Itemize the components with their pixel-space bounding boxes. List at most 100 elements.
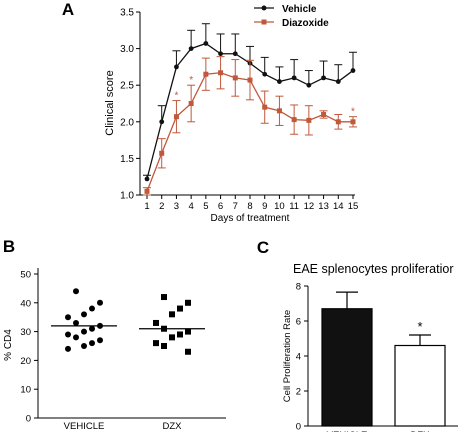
vehicle-point	[97, 337, 103, 344]
diazoxide-point	[218, 70, 224, 76]
panel-c-y-axis-label: Cell Proliferation Rate	[282, 310, 293, 402]
legend-diazoxide-label: Diazoxide	[282, 18, 329, 29]
vehicle-point	[81, 328, 87, 335]
vehicle-point	[262, 71, 268, 77]
panel-b-category-label: DZX	[163, 421, 183, 432]
dzx-point	[185, 348, 191, 355]
panel-c-category-label: VEHICLE	[327, 430, 368, 432]
vehicle-point	[73, 319, 79, 326]
panel-b-y-tick-label: 20	[20, 356, 31, 367]
diazoxide-point	[173, 114, 179, 120]
panel-b-y-tick-label: 40	[20, 298, 31, 309]
dzx-point	[177, 331, 183, 338]
panel-a-x-tick-label: 15	[348, 201, 359, 212]
group-dzx	[139, 294, 205, 355]
significance-mark: *	[351, 107, 355, 118]
dzx-point	[177, 305, 183, 312]
panel-b-y-tick-label: 0	[26, 414, 31, 425]
vehicle-point	[291, 75, 297, 81]
dzx-point	[153, 340, 159, 347]
vehicle-point	[89, 305, 95, 312]
significance-mark: *	[174, 91, 178, 102]
dzx-point	[169, 334, 175, 341]
vehicle-point	[232, 51, 238, 57]
dzx-point	[161, 343, 167, 349]
vehicle-point	[335, 79, 341, 84]
panel-a-y-tick-label: 1.5	[120, 154, 134, 165]
diazoxide-point	[232, 75, 238, 81]
diazoxide-point	[203, 71, 209, 77]
panel-a-y-tick-label: 2.5	[120, 81, 134, 92]
vehicle-point	[188, 46, 194, 51]
diazoxide-point	[350, 119, 356, 125]
panel-c-y-tick-label: 2	[296, 387, 301, 398]
vehicle-point	[218, 51, 223, 57]
panel-a-x-tick-label: 5	[203, 201, 208, 212]
panel-a-x-tick-label: 11	[289, 201, 299, 212]
panel-a-y-tick-label: 3.0	[120, 44, 134, 55]
panel-a-x-tick-label: 13	[318, 201, 329, 212]
panel-c: C EAE splenocytes proliferatior 0 2 4 6 8 Ce…	[257, 238, 458, 432]
panel-c-y-tick-label: 8	[296, 282, 301, 293]
vehicle-point	[321, 75, 326, 81]
panel-a-x-tick-label: 14	[333, 201, 344, 212]
vehicle-point	[89, 340, 95, 347]
vehicle-point	[277, 79, 282, 84]
panel-b-y-axis-label: % CD4	[3, 329, 14, 361]
vehicle-point	[89, 325, 95, 332]
panel-a-x-tick-label: 8	[247, 201, 252, 212]
panel-a-y-tick-label: 2.0	[120, 117, 134, 128]
panel-a-x-tick-label: 10	[274, 201, 285, 212]
vehicle-point	[81, 311, 87, 318]
panel-c-y-tick-label: 6	[296, 317, 301, 328]
panel-a-x-tick-label: 12	[304, 201, 315, 212]
group-vehicle	[51, 288, 117, 352]
dzx-point	[185, 299, 191, 306]
diazoxide-point	[321, 111, 327, 117]
diazoxide-point	[188, 101, 194, 106]
vehicle-point	[174, 64, 179, 70]
panel-b-y-tick-label: 50	[20, 270, 31, 281]
vehicle-point	[97, 299, 103, 306]
vehicle-point	[65, 331, 71, 338]
panel-c-letter: C	[257, 238, 269, 257]
panel-a-x-tick-label: 6	[218, 201, 223, 212]
diazoxide-point	[306, 117, 312, 123]
panel-b-y-tick-label: 10	[20, 385, 31, 396]
panel-b-letter: B	[3, 237, 15, 256]
panel-a-x-tick-label: 1	[144, 201, 149, 212]
significance-mark: *	[417, 319, 422, 334]
panel-a-x-axis-label: Days of treatment	[211, 213, 290, 224]
panel-a-y-axis-label: Clinical score	[104, 70, 116, 135]
series-vehicle	[143, 23, 357, 182]
panel-b-category-label: VEHICLE	[64, 421, 105, 432]
dzx-bar	[394, 344, 446, 427]
diazoxide-point	[247, 77, 253, 83]
dzx-point	[169, 311, 175, 318]
diazoxide-point	[144, 188, 150, 194]
vehicle-point	[306, 82, 312, 88]
dzx-point	[161, 294, 167, 301]
diazoxide-point	[276, 108, 282, 114]
panel-b: B 0 10 20 30 40 50 % CD4 VEHICLE DZX	[3, 237, 226, 432]
panel-a-legend: Vehicle Diazoxide	[254, 4, 329, 29]
panel-a-x-tick-label: 2	[159, 201, 164, 212]
panel-c-category-label: DZX	[411, 430, 431, 432]
vehicle-bar	[321, 308, 373, 427]
panel-a: A 1.01.52.02.53.03.5 1 2 3 4 5 6 7 8 9 10 11 12 13 14…	[62, 0, 358, 224]
panel-a-x-tick-label: 3	[174, 201, 179, 212]
legend-vehicle-label: Vehicle	[282, 4, 317, 15]
panel-a-x-tick-label: 4	[188, 201, 193, 212]
diazoxide-point	[335, 119, 341, 125]
vehicle-point	[73, 288, 79, 295]
diazoxide-point	[291, 117, 297, 123]
significance-mark: *	[189, 75, 193, 86]
panel-a-x-tick-label: 9	[262, 201, 267, 212]
panel-c-y-tick-label: 0	[296, 422, 301, 432]
vehicle-point	[203, 41, 209, 46]
vehicle-point	[73, 334, 79, 341]
panel-c-title: EAE splenocytes proliferatior	[293, 262, 454, 276]
panel-a-y-tick-label: 1.0	[120, 191, 134, 202]
legend-vehicle-marker	[261, 5, 267, 11]
